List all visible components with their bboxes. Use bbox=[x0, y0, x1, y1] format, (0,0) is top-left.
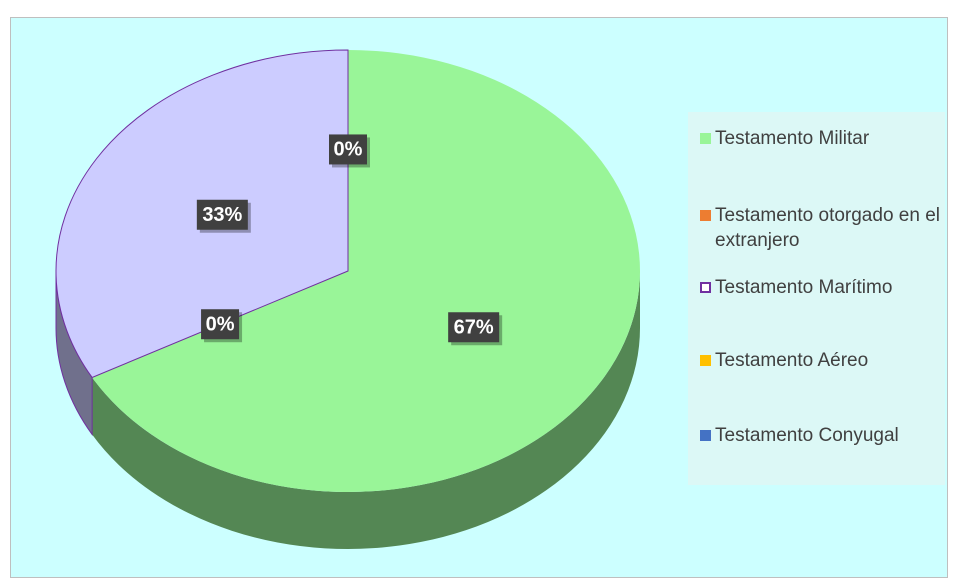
data-label-box bbox=[201, 309, 240, 340]
legend-label: Testamento Marítimo bbox=[715, 277, 893, 298]
legend-label: Testamento otorgado en el extranjero bbox=[715, 205, 940, 251]
legend-item: Testamento Conyugal bbox=[700, 423, 940, 448]
data-label: 67% bbox=[454, 317, 494, 339]
data-label: 33% bbox=[202, 204, 242, 226]
legend: Testamento Militar Testamento otorgado en… bbox=[688, 112, 945, 485]
data-label-box bbox=[448, 312, 500, 343]
legend-marker bbox=[700, 210, 711, 221]
legend-label: Testamento Conyugal bbox=[715, 425, 899, 446]
slice-side bbox=[92, 271, 640, 550]
legend-item: Testamento Marítimo bbox=[700, 275, 940, 300]
legend-item: Testamento Aéreo bbox=[700, 348, 940, 373]
legend-marker bbox=[700, 282, 711, 293]
legend-label: Testamento Militar bbox=[715, 128, 870, 149]
data-label: 0% bbox=[206, 314, 235, 336]
legend-label: Testamento Aéreo bbox=[715, 350, 869, 371]
slice bbox=[92, 50, 640, 492]
data-label-box bbox=[329, 134, 367, 165]
legend-item: Testamento Militar bbox=[700, 126, 940, 151]
data-label-box bbox=[196, 199, 248, 230]
legend-marker bbox=[700, 133, 711, 144]
legend-item: Testamento otorgado en el extranjero bbox=[700, 203, 940, 253]
legend-marker bbox=[700, 355, 711, 366]
legend-marker bbox=[700, 430, 711, 441]
data-label: 0% bbox=[334, 139, 363, 161]
